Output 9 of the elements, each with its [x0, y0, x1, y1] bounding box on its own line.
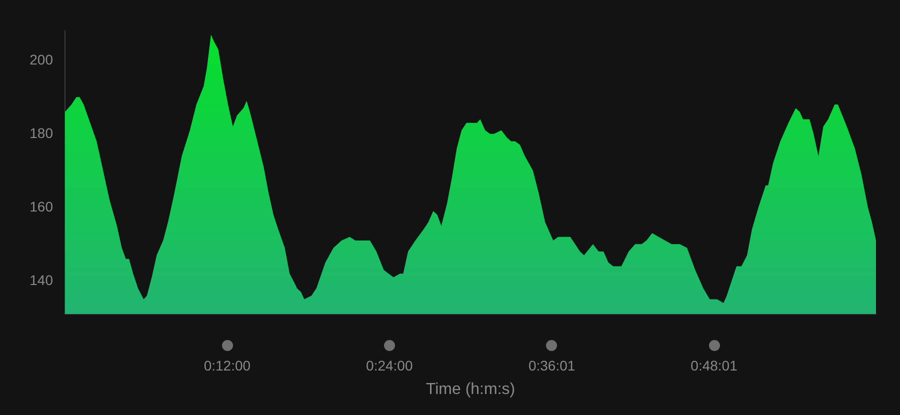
x-tick-label: 0:48:01 [690, 357, 738, 374]
y-tick-label: 140 [30, 272, 54, 288]
y-tick-label: 180 [30, 124, 54, 141]
x-axis-title: Time (h:m:s) [426, 380, 516, 398]
y-tick-label: 160 [30, 198, 54, 214]
x-tick-label: 0:24:00 [366, 357, 413, 374]
y-tick-label: 200 [30, 51, 54, 68]
x-tick-label: 0:36:01 [528, 357, 576, 374]
x-tick-label: 0:12:00 [204, 357, 251, 374]
